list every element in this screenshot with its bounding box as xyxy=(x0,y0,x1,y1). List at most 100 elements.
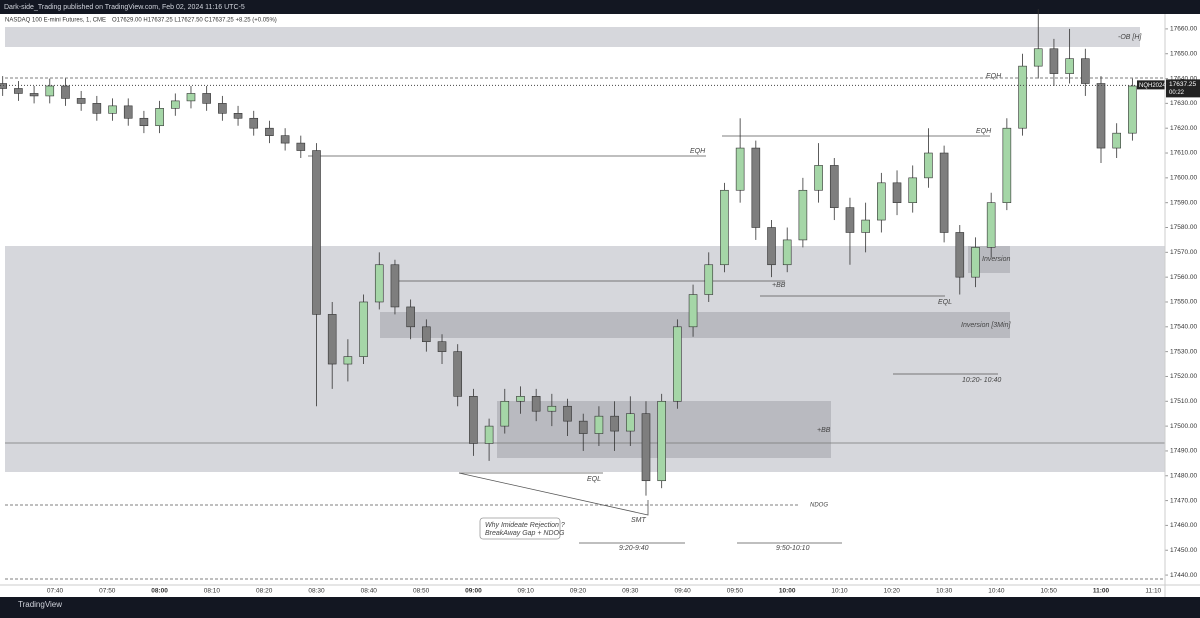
x-tick-label: 09:30 xyxy=(622,588,639,595)
candle-body xyxy=(516,396,525,402)
candle-body xyxy=(751,147,761,228)
candle-body xyxy=(657,400,666,482)
annotation: 10:20- 10:40 xyxy=(962,377,1001,384)
symbol-tag xyxy=(1137,80,1165,90)
candle-body xyxy=(688,294,698,328)
candle-body xyxy=(218,103,227,114)
x-tick-label: 09:50 xyxy=(727,588,744,595)
candle-body xyxy=(782,239,792,266)
plot: 17440.00 17450.00 17460.00 17470.00 17480.00… xyxy=(0,9,1200,595)
candle-body xyxy=(437,341,447,352)
y-tick-label: 17590.00 xyxy=(1170,199,1197,206)
candle-body xyxy=(265,127,274,136)
x-tick-label: 09:10 xyxy=(518,588,535,595)
candle-body xyxy=(767,227,776,266)
x-tick-label: 11:00 xyxy=(1093,588,1110,595)
candle-body xyxy=(735,147,745,191)
candle-body xyxy=(374,264,384,303)
x-tick-label: 08:00 xyxy=(151,588,168,595)
candle-body xyxy=(92,103,102,114)
y-tick-label: 17650.00 xyxy=(1170,50,1197,57)
y-tick-label: 17500.00 xyxy=(1170,423,1197,430)
footer xyxy=(0,597,1200,613)
candle-body xyxy=(406,306,415,328)
publisher: Dark-side_Trading published on TradingVi… xyxy=(4,4,245,11)
candle-body xyxy=(720,189,729,266)
candle-body xyxy=(296,142,306,151)
annotation: 9:50-10:10 xyxy=(776,545,810,552)
candle-body xyxy=(986,202,996,248)
x-tick-label: 10:30 xyxy=(936,588,953,595)
candle-body xyxy=(390,264,400,308)
candle-body xyxy=(45,85,55,97)
x-tick-label: 08:20 xyxy=(256,588,273,595)
smt-line xyxy=(458,472,649,516)
candle-body xyxy=(861,219,870,233)
candle-body xyxy=(202,93,211,104)
y-tick-label: 17560.00 xyxy=(1170,274,1197,281)
candle-body xyxy=(1128,85,1137,134)
x-tick-label: 09:40 xyxy=(674,588,691,595)
candle-body xyxy=(29,93,39,97)
annotation: EQL xyxy=(938,299,952,306)
x-tick-label: 08:40 xyxy=(361,588,378,595)
candle-body xyxy=(829,165,839,208)
candle-body xyxy=(814,165,823,191)
annotation: Why Imideate Rejection ? xyxy=(485,522,565,529)
x-tick-label: 10:50 xyxy=(1041,588,1058,595)
countdown: 00:22 xyxy=(1169,90,1185,96)
candle-body xyxy=(955,232,965,278)
y-tick-label: 17570.00 xyxy=(1170,249,1197,256)
candle-body xyxy=(469,396,478,444)
candle-body xyxy=(924,152,933,179)
annotation: Inversion [3Min] xyxy=(961,322,1011,329)
x-tick-label: 07:50 xyxy=(99,588,116,595)
y-tick-label: 17480.00 xyxy=(1170,472,1197,479)
candle-body xyxy=(233,113,243,119)
ob-zone xyxy=(5,27,1140,47)
candle-body xyxy=(673,326,682,402)
candle-body xyxy=(594,415,604,434)
candle-body xyxy=(484,425,494,444)
y-tick-label: 17440.00 xyxy=(1170,572,1197,579)
candle-body xyxy=(14,88,23,94)
ohlc-text: O17629.00 H17637.25 L17627.50 C17637.25 … xyxy=(112,18,277,24)
chart-title: NASDAQ 100 E-mini Futures, 1, CME xyxy=(5,18,106,24)
y-tick-label: 17600.00 xyxy=(1170,175,1197,182)
x-tick-label: 10:20 xyxy=(884,588,901,595)
y-tick-label: 17450.00 xyxy=(1170,547,1197,554)
x-tick-label: 08:30 xyxy=(308,588,325,595)
y-tick-label: 17460.00 xyxy=(1170,522,1197,529)
x-tick-label: 10:00 xyxy=(779,588,796,595)
y-tick-label: 17580.00 xyxy=(1170,224,1197,231)
candle-body xyxy=(892,182,902,203)
candle-body xyxy=(641,413,651,482)
last-price: 17637.25 xyxy=(1169,81,1196,88)
y-tick-label: 17510.00 xyxy=(1170,398,1197,405)
candle-body xyxy=(139,117,149,127)
candle-body xyxy=(1112,132,1121,149)
y-tick-label: 17550.00 xyxy=(1170,299,1197,306)
candle-body xyxy=(704,264,714,295)
brand: TradingView xyxy=(18,600,62,609)
candle-body xyxy=(280,135,290,144)
annotation: EQL xyxy=(587,476,601,483)
candle-body xyxy=(0,83,8,89)
drawings xyxy=(5,77,1165,580)
y-tick-label: 17470.00 xyxy=(1170,497,1197,504)
candle-body xyxy=(76,98,86,104)
x-tick-label: 10:40 xyxy=(988,588,1005,595)
x-tick-label: 08:50 xyxy=(413,588,430,595)
note-box xyxy=(479,517,561,540)
candle-body xyxy=(578,420,588,434)
candle-body xyxy=(170,100,180,109)
x-tick-label: 07:40 xyxy=(47,588,64,595)
annotation: +BB xyxy=(772,282,786,289)
annotation: EQH xyxy=(690,148,706,155)
symbol: NQH2024 xyxy=(1139,83,1166,89)
candle-body xyxy=(1033,48,1043,67)
candle-body xyxy=(1081,58,1090,84)
candle-body xyxy=(1018,65,1027,129)
y-tick-label: 17610.00 xyxy=(1170,150,1197,157)
